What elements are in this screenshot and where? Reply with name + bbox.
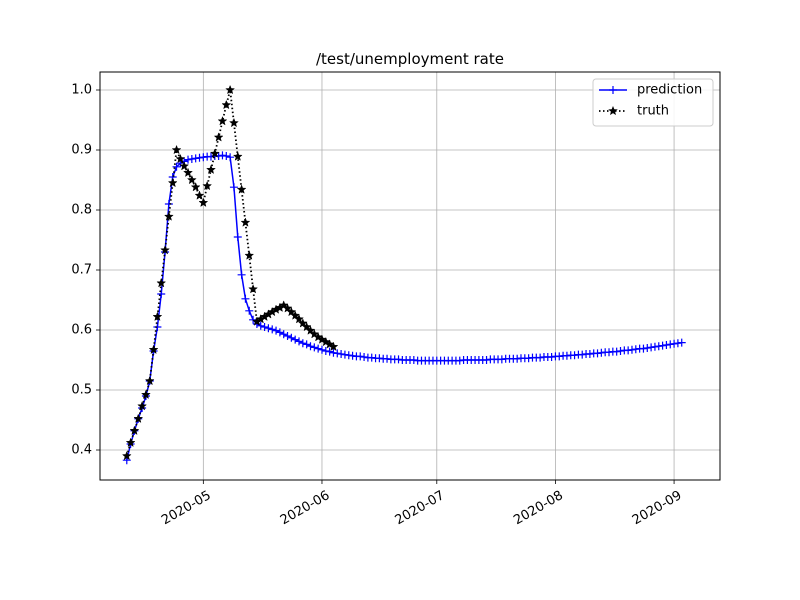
data-point-prediction xyxy=(302,340,311,349)
legend-label-prediction: prediction xyxy=(637,83,702,98)
data-point-prediction xyxy=(245,306,254,315)
data-point-truth xyxy=(179,160,190,171)
y-tick-label: 0.8 xyxy=(71,203,92,218)
data-point-truth xyxy=(317,334,327,344)
data-point-prediction xyxy=(298,339,307,348)
series-truth xyxy=(121,84,339,461)
data-point-truth xyxy=(156,277,167,288)
data-point-truth xyxy=(324,339,335,349)
data-point-truth xyxy=(121,450,132,461)
data-point-prediction xyxy=(241,294,250,303)
data-point-truth xyxy=(163,211,174,221)
data-point-truth xyxy=(183,167,193,178)
data-point-truth xyxy=(297,318,308,328)
data-point-prediction xyxy=(306,342,315,351)
data-point-prediction xyxy=(264,324,273,333)
y-tick-label: 1.0 xyxy=(71,83,92,98)
data-point-truth xyxy=(175,153,186,164)
data-point-prediction xyxy=(317,345,326,354)
data-point-truth xyxy=(313,331,324,342)
data-point-prediction xyxy=(287,333,296,342)
plot-frame xyxy=(99,71,721,481)
data-point-truth xyxy=(167,177,178,188)
y-tick-label: 0.7 xyxy=(71,263,92,278)
series-layer xyxy=(121,84,686,465)
data-point-truth xyxy=(286,306,297,317)
data-point-prediction xyxy=(310,343,319,352)
legend: prediction truth xyxy=(592,78,714,127)
data-point-prediction xyxy=(164,200,173,208)
data-point-prediction xyxy=(256,321,265,330)
data-point-truth xyxy=(305,325,316,335)
data-point-prediction xyxy=(260,323,269,331)
data-point-truth xyxy=(282,303,293,313)
data-point-truth xyxy=(190,181,201,192)
data-point-truth xyxy=(244,250,255,260)
data-point-prediction xyxy=(157,290,166,298)
data-point-truth xyxy=(209,148,220,158)
data-point-prediction xyxy=(268,325,277,334)
data-point-prediction xyxy=(172,162,181,171)
data-point-prediction xyxy=(325,347,334,356)
data-point-truth xyxy=(194,190,205,200)
legend-label-truth: truth xyxy=(637,104,669,119)
data-point-truth xyxy=(186,174,197,185)
data-point-truth xyxy=(202,180,213,191)
data-point-truth xyxy=(221,99,232,110)
y-tick-label: 0.6 xyxy=(71,323,92,338)
data-point-prediction xyxy=(237,270,246,279)
data-point-truth xyxy=(198,197,209,208)
y-tick-label: 0.5 xyxy=(71,383,92,398)
data-point-truth xyxy=(206,164,216,175)
data-point-prediction xyxy=(233,233,242,241)
data-point-truth xyxy=(228,117,239,128)
data-point-truth xyxy=(148,344,159,355)
data-point-truth xyxy=(225,84,236,95)
data-point-truth xyxy=(217,115,228,126)
data-point-truth xyxy=(129,425,140,436)
data-point-prediction xyxy=(153,323,162,331)
data-point-truth xyxy=(133,413,144,424)
data-point-prediction xyxy=(279,330,288,339)
data-point-truth xyxy=(140,389,151,400)
data-point-prediction xyxy=(677,338,686,347)
data-point-prediction xyxy=(222,152,231,160)
data-point-truth xyxy=(125,437,136,448)
data-point-truth xyxy=(236,184,247,194)
legend-marker-truth xyxy=(608,105,618,116)
data-point-truth xyxy=(294,313,304,324)
data-point-prediction xyxy=(275,328,284,337)
data-point-truth xyxy=(137,400,148,411)
data-point-truth xyxy=(290,310,301,320)
y-tick-label: 0.9 xyxy=(71,143,92,158)
data-point-prediction xyxy=(283,332,292,340)
data-point-truth xyxy=(248,283,259,294)
data-point-truth xyxy=(328,341,339,352)
data-point-truth xyxy=(171,144,182,155)
data-point-truth xyxy=(320,336,331,347)
legend-marker-prediction xyxy=(609,86,617,94)
y-tick-label: 0.4 xyxy=(71,443,92,458)
data-point-truth xyxy=(160,244,171,255)
data-point-truth xyxy=(232,151,243,161)
data-point-prediction xyxy=(295,337,304,346)
data-point-truth xyxy=(213,132,224,142)
data-point-truth xyxy=(240,217,251,227)
data-point-prediction xyxy=(291,335,300,344)
data-point-truth xyxy=(301,321,312,332)
data-point-prediction xyxy=(226,153,235,162)
data-point-prediction xyxy=(272,326,281,335)
data-point-truth xyxy=(144,375,155,386)
data-point-prediction xyxy=(229,183,238,192)
data-point-truth xyxy=(152,311,163,322)
data-point-prediction xyxy=(314,344,323,353)
chart-title: /test/unemployment rate xyxy=(316,50,504,68)
grid xyxy=(100,72,720,480)
